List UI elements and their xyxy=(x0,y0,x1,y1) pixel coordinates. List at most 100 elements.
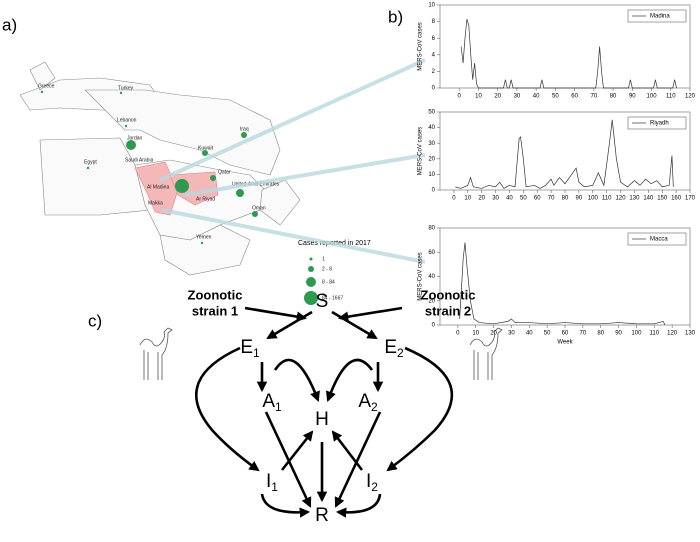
x-tick-label: 100 xyxy=(588,196,599,202)
legend-label: Riyadh xyxy=(650,121,669,127)
y-tick-label: 20 xyxy=(428,298,435,304)
diagram-edges xyxy=(195,306,453,518)
x-tick-label: 30 xyxy=(514,94,521,100)
series-line xyxy=(460,19,677,89)
node-letter: R xyxy=(315,505,329,526)
node-letter: A xyxy=(358,391,371,412)
map-label: Turkey xyxy=(118,85,134,91)
legend-symbols xyxy=(304,257,318,305)
panel-label: a) xyxy=(2,15,17,34)
y-axis-label: MERS-CoV cases xyxy=(418,22,424,70)
connector-arrows xyxy=(159,58,426,264)
series-line xyxy=(455,119,674,189)
y-tick-label: 40 xyxy=(428,125,435,131)
x-tick-label: 80 xyxy=(562,196,569,202)
map-legend-label: 84 - 1667 xyxy=(322,295,343,301)
x-tick-label: 40 xyxy=(506,196,513,202)
x-tick-label: 40 xyxy=(526,331,533,337)
x-tick-label: 0 xyxy=(458,94,462,100)
x-tick-label: 120 xyxy=(685,94,696,100)
y-tick-label: 4 xyxy=(432,52,436,58)
x-tick-label: 10 xyxy=(475,94,482,100)
x-tick-label: 50 xyxy=(520,196,527,202)
map-label: Greece xyxy=(38,83,55,89)
x-tick-label: 30 xyxy=(492,196,499,202)
map-label: Qatar xyxy=(218,169,231,175)
map-label: Kuwait xyxy=(198,145,214,151)
x-tick-label: 140 xyxy=(643,196,654,202)
legend-box xyxy=(627,232,687,246)
map-label: Saudi Arabia xyxy=(125,157,154,163)
x-tick-label: 10 xyxy=(472,331,479,337)
node-label: A1 xyxy=(262,391,282,414)
x-tick-label: 80 xyxy=(597,331,604,337)
node-label: R xyxy=(315,505,329,526)
node-letter: I xyxy=(366,471,371,492)
node-subscript: 1 xyxy=(271,480,278,494)
x-tick-label: 130 xyxy=(685,331,696,337)
node-letter: S xyxy=(316,291,329,312)
x-tick-label: 110 xyxy=(666,94,676,100)
x-tick-label: 20 xyxy=(478,196,485,202)
source-label: Zoonotic xyxy=(421,287,476,302)
y-tick-label: 8 xyxy=(432,19,436,25)
x-tick-label: 10 xyxy=(464,196,471,202)
map-label: Jordan xyxy=(127,135,143,141)
node-letter: E xyxy=(384,337,397,358)
node-subscript: 2 xyxy=(397,346,404,360)
node-subscript: 1 xyxy=(275,400,282,414)
x-tick-label: 0 xyxy=(456,331,460,337)
x-tick-label: 110 xyxy=(602,196,612,202)
legend-label: Macca xyxy=(650,237,668,243)
x-tick-label: 60 xyxy=(571,94,578,100)
y-tick-label: 10 xyxy=(428,172,435,178)
node-subscript: 1 xyxy=(253,346,260,360)
y-tick-label: 0 xyxy=(432,188,436,194)
map-label: Al Madina xyxy=(147,184,169,190)
camel-icon xyxy=(139,327,503,380)
panel-label: b) xyxy=(388,7,403,26)
y-tick-label: 0 xyxy=(432,86,436,92)
x-tick-label: 0 xyxy=(452,196,456,202)
node-label: H xyxy=(315,409,329,430)
x-tick-label: 110 xyxy=(649,331,659,337)
legend-box xyxy=(627,9,687,23)
node-label: E2 xyxy=(384,337,404,360)
x-tick-label: 150 xyxy=(657,196,668,202)
x-tick-label: 70 xyxy=(548,196,555,202)
node-label: I1 xyxy=(266,471,278,494)
x-tick-label: 70 xyxy=(580,331,587,337)
x-tick-label: 20 xyxy=(494,94,501,100)
map-label: Egypt xyxy=(84,159,97,165)
x-tick-label: 120 xyxy=(667,331,678,337)
y-axis-label: MERS-CoV cases xyxy=(418,252,424,300)
node-label: E1 xyxy=(240,337,260,360)
x-tick-label: 90 xyxy=(629,94,636,100)
case-bubbles xyxy=(40,90,258,245)
y-tick-label: 2 xyxy=(432,69,436,75)
x-tick-label: 50 xyxy=(544,331,551,337)
y-tick-label: 6 xyxy=(432,36,436,42)
y-axis-label: MERS-CoV cases xyxy=(418,127,424,175)
x-tick-label: 20 xyxy=(490,331,497,337)
x-tick-label: 90 xyxy=(576,196,583,202)
x-tick-label: 120 xyxy=(616,196,627,202)
x-tick-label: 100 xyxy=(631,331,642,337)
x-tick-label: 50 xyxy=(552,94,559,100)
y-tick-label: 20 xyxy=(428,156,435,162)
source-label: strain 2 xyxy=(425,303,471,318)
x-tick-label: 60 xyxy=(534,196,541,202)
x-tick-label: 160 xyxy=(671,196,682,202)
map-label: Ar Riyad xyxy=(196,196,215,202)
node-label: S xyxy=(316,291,329,312)
y-tick-label: 50 xyxy=(428,110,435,116)
y-tick-label: 10 xyxy=(428,3,435,9)
node-letter: A xyxy=(262,391,275,412)
y-tick-label: 30 xyxy=(428,141,435,147)
node-subscript: 2 xyxy=(371,400,378,414)
x-tick-label: 60 xyxy=(562,331,569,337)
node-label: A2 xyxy=(358,391,378,414)
x-tick-label: 40 xyxy=(533,94,540,100)
x-tick-label: 170 xyxy=(685,196,696,202)
